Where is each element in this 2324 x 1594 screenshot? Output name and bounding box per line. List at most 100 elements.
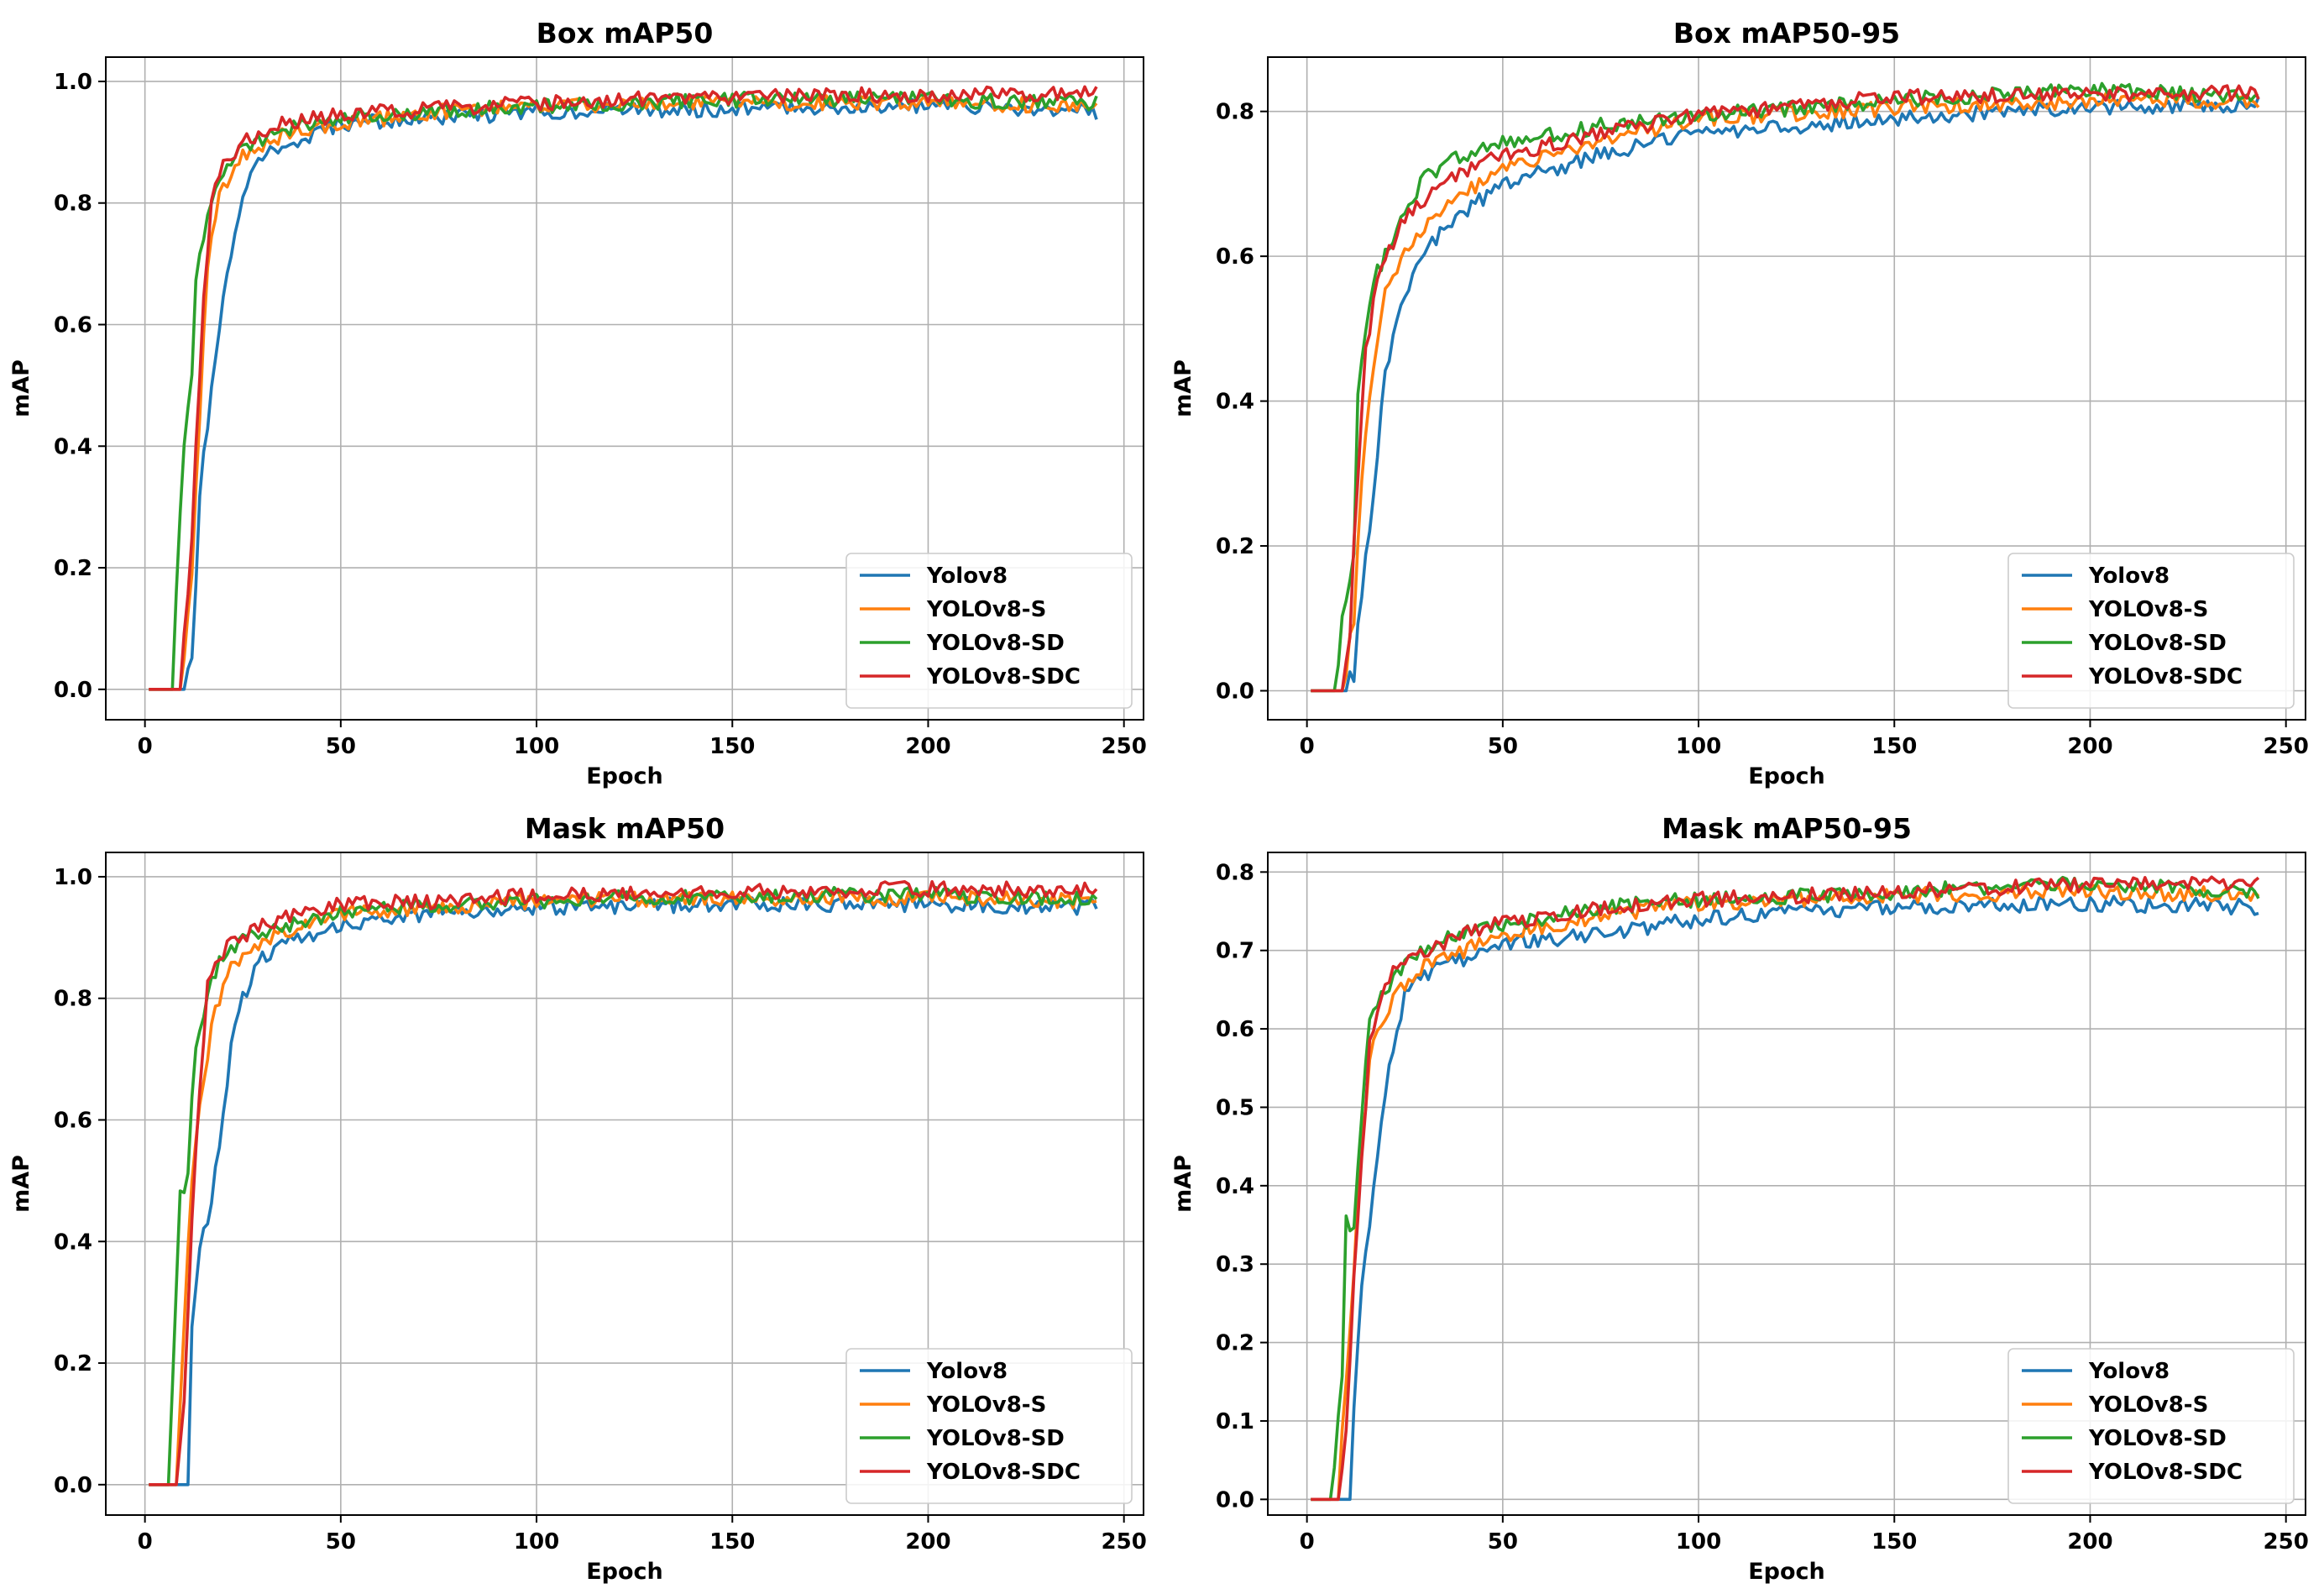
- legend-label: YOLOv8-SD: [2088, 1426, 2227, 1451]
- series-line-yolov8-sd: [149, 885, 1098, 1487]
- y-tick-label: 0.6: [1216, 244, 1254, 270]
- y-tick-label: 0.0: [1216, 679, 1254, 705]
- legend-box: [2007, 553, 2295, 709]
- x-tick-label: 0: [1300, 1529, 1315, 1555]
- y-tick-label: 0.6: [54, 1108, 92, 1133]
- y-tick-label: 0.7: [1216, 939, 1254, 964]
- y-axis-label: mAP: [8, 359, 34, 417]
- series-line-yolov8-sdc: [149, 880, 1098, 1487]
- x-tick-label: 0: [1300, 734, 1315, 759]
- series-line-yolov8: [149, 895, 1098, 1487]
- y-tick-label: 0.2: [54, 556, 92, 581]
- legend-box: [845, 553, 1133, 709]
- y-tick-label: 0.2: [54, 1351, 92, 1376]
- legend: Yolov8 YOLOv8-S YOLOv8-SD YOLOv8-SDC: [845, 1348, 1133, 1504]
- series-line-yolov8-sdc: [1311, 875, 2260, 1502]
- y-tick-label: 0.8: [1216, 100, 1254, 125]
- chart-title: Box mAP50-95: [1673, 17, 1900, 50]
- y-tick-label: 0.4: [1216, 1174, 1254, 1199]
- series-group: [149, 880, 1098, 1487]
- legend-label: YOLOv8-SDC: [2088, 664, 2243, 690]
- legend-label: YOLOv8-SD: [2088, 631, 2227, 656]
- legend: Yolov8 YOLOv8-S YOLOv8-SD YOLOv8-SDC: [2007, 553, 2295, 709]
- series-group: [149, 85, 1098, 691]
- x-tick-label: 250: [2264, 734, 2309, 759]
- x-tick-label: 50: [1488, 734, 1518, 759]
- legend: Yolov8 YOLOv8-S YOLOv8-SD YOLOv8-SDC: [2007, 1348, 2295, 1504]
- x-tick-label: 50: [1488, 1529, 1518, 1555]
- legend-label: Yolov8: [2088, 564, 2170, 589]
- legend-label: YOLOv8-SD: [926, 1426, 1065, 1451]
- y-tick-label: 0.8: [1216, 860, 1254, 885]
- subplot-4: 0 50 100 150 200 250 0.0 0.1 0.2 0.3 0.4 0.5 0.6 0.7 0…: [1170, 812, 2309, 1585]
- x-tick-label: 50: [326, 734, 356, 759]
- y-tick-label: 0.0: [54, 1473, 92, 1498]
- y-tick-label: 0.0: [1216, 1487, 1254, 1513]
- x-tick-label: 100: [1676, 734, 1721, 759]
- x-tick-label: 150: [709, 734, 755, 759]
- x-tick-label: 150: [709, 1529, 755, 1555]
- x-axis-label: Epoch: [1748, 1559, 1825, 1585]
- x-tick-label: 150: [1871, 1529, 1917, 1555]
- y-tick-label: 0.6: [54, 312, 92, 338]
- x-tick-label: 100: [1676, 1529, 1721, 1555]
- legend-label: YOLOv8-SDC: [926, 664, 1081, 690]
- x-axis-label: Epoch: [586, 763, 663, 789]
- x-tick-label: 200: [2067, 1529, 2112, 1555]
- x-tick-label: 250: [2264, 1529, 2309, 1555]
- y-tick-label: 0.1: [1216, 1409, 1254, 1434]
- x-tick-label: 100: [514, 1529, 559, 1555]
- axes-frame: [105, 852, 1144, 1516]
- y-tick-label: 1.0: [54, 70, 92, 95]
- x-tick-label: 50: [326, 1529, 356, 1555]
- x-tick-label: 250: [1102, 1529, 1147, 1555]
- y-tick-label: 0.0: [54, 678, 92, 703]
- series-group: [1311, 875, 2260, 1502]
- subplot-2: 0 50 100 150 200 250 0.0 0.2 0.4 0.6 0.8 Box mAP50-…: [1170, 17, 2309, 789]
- x-tick-label: 100: [514, 734, 559, 759]
- x-tick-label: 0: [138, 1529, 153, 1555]
- x-axis-label: Epoch: [1748, 763, 1825, 789]
- chart-title: Box mAP50: [537, 17, 714, 50]
- legend-box: [2007, 1348, 2295, 1504]
- x-tick-label: 0: [138, 734, 153, 759]
- series-group: [1311, 81, 2260, 693]
- legend-label: YOLOv8-SDC: [926, 1460, 1081, 1485]
- y-tick-label: 0.2: [1216, 1331, 1254, 1356]
- legend: Yolov8 YOLOv8-S YOLOv8-SD YOLOv8-SDC: [845, 553, 1133, 709]
- x-tick-label: 200: [905, 734, 950, 759]
- axes-frame: [1267, 852, 2306, 1516]
- legend-label: Yolov8: [926, 1359, 1008, 1384]
- y-tick-label: 0.6: [1216, 1017, 1254, 1042]
- y-tick-label: 0.4: [54, 434, 92, 459]
- y-tick-label: 0.4: [54, 1230, 92, 1255]
- legend-label: YOLOv8-SD: [926, 631, 1065, 656]
- y-tick-label: 0.3: [1216, 1252, 1254, 1277]
- legend-label: Yolov8: [2088, 1359, 2170, 1384]
- axes-frame: [105, 56, 1144, 721]
- y-tick-label: 1.0: [54, 865, 92, 890]
- y-tick-label: 0.2: [1216, 534, 1254, 559]
- y-tick-label: 0.4: [1216, 390, 1254, 415]
- legend-label: YOLOv8-S: [926, 1392, 1046, 1418]
- y-axis-label: mAP: [8, 1155, 34, 1213]
- y-axis-label: mAP: [1170, 1155, 1196, 1213]
- y-axis-label: mAP: [1170, 359, 1196, 417]
- series-line-yolov8-sd: [1311, 81, 2259, 693]
- subplot-1: 0 50 100 150 200 250 0.0 0.2 0.4 0.6 0.8 1.0 Box mAP…: [8, 17, 1147, 789]
- legend-box: [845, 1348, 1133, 1504]
- axes-frame: [1267, 56, 2306, 721]
- x-tick-label: 150: [1871, 734, 1917, 759]
- legend-label: YOLOv8-S: [2088, 1392, 2208, 1418]
- legend-label: YOLOv8-S: [926, 597, 1046, 622]
- series-line-yolov8: [1311, 894, 2259, 1502]
- chart-title: Mask mAP50-95: [1662, 812, 1912, 845]
- x-axis-label: Epoch: [586, 1559, 663, 1585]
- x-tick-label: 250: [1102, 734, 1147, 759]
- chart-title: Mask mAP50: [525, 812, 725, 845]
- series-line-yolov8-sdc: [149, 85, 1098, 691]
- series-line-yolov8-sdc: [1311, 84, 2260, 693]
- x-tick-label: 200: [905, 1529, 950, 1555]
- y-tick-label: 0.8: [54, 191, 92, 217]
